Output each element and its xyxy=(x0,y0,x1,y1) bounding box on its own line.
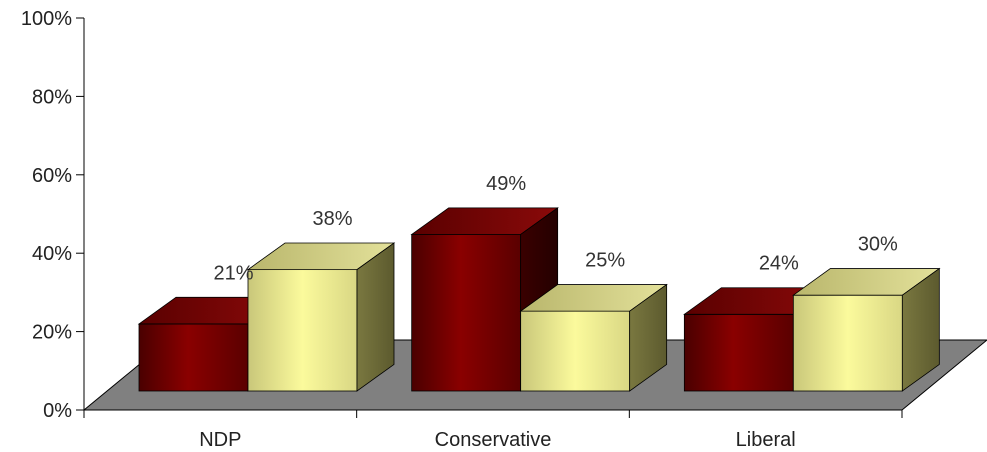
y-tick-label: 60% xyxy=(32,165,72,187)
y-tick-label: 100% xyxy=(21,8,72,30)
y-axis: 0% 20% 40% 60% 80% 100% xyxy=(21,8,85,422)
bar-ndp-series-2 xyxy=(246,242,396,392)
y-tick-label: 0% xyxy=(43,400,72,422)
bar-side-face xyxy=(901,267,940,392)
data-label: 21% xyxy=(213,262,253,284)
x-category-label: Liberal xyxy=(736,429,796,451)
bar-liberal-series-2 xyxy=(792,267,941,392)
bar-front-face xyxy=(792,294,903,392)
bar-front-face xyxy=(138,323,249,392)
bars xyxy=(137,207,941,392)
data-label: 38% xyxy=(312,208,352,230)
bar-front-face xyxy=(683,313,794,392)
bar-front-face xyxy=(411,234,522,392)
x-category-label: Conservative xyxy=(435,429,552,451)
y-tick-label: 20% xyxy=(32,322,72,344)
x-category-label: NDP xyxy=(199,429,241,451)
bar-conservative-series-2 xyxy=(519,283,668,392)
data-label: 30% xyxy=(858,234,898,256)
bar-side-face xyxy=(629,283,668,392)
data-label: 24% xyxy=(759,253,799,275)
bar-front-face xyxy=(520,310,631,392)
y-tick-label: 80% xyxy=(32,86,72,108)
data-label: 25% xyxy=(585,250,625,272)
data-label: 49% xyxy=(486,173,526,195)
x-axis: NDP Conservative Liberal xyxy=(83,409,903,451)
data-labels: 21% 38% 49% 25% 24% 30% xyxy=(213,173,898,284)
bar-front-face xyxy=(247,269,358,392)
y-tick-label: 40% xyxy=(32,243,72,265)
bar-side-face xyxy=(356,242,395,392)
